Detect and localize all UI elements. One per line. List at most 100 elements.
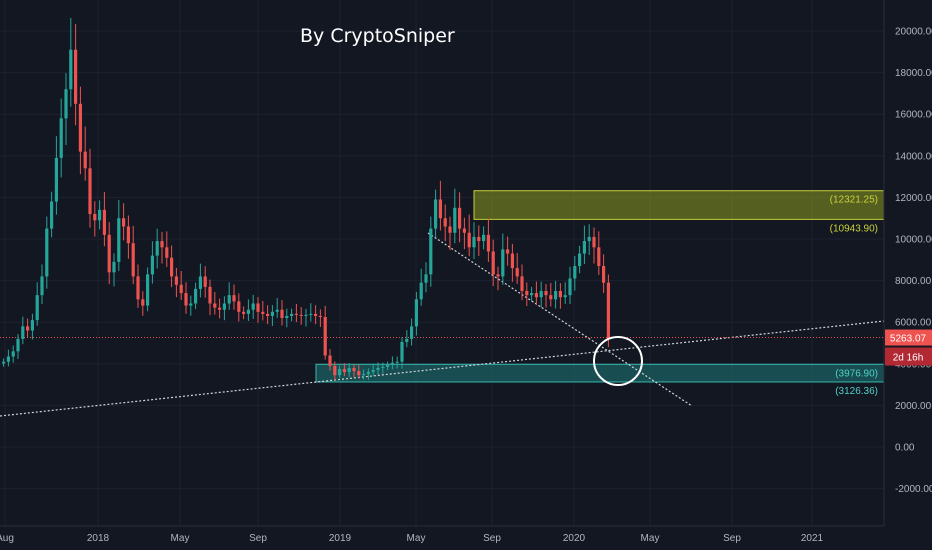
x-tick-label: 2019 <box>329 533 352 544</box>
candle-body <box>170 257 174 277</box>
candle-body <box>93 214 97 221</box>
x-tick-label: 2018 <box>87 533 110 544</box>
x-tick-label: May <box>641 533 660 544</box>
candle-body <box>602 266 606 283</box>
y-tick-label: 0.00 <box>895 443 915 454</box>
candle-body <box>587 236 591 242</box>
candle-body <box>136 276 140 300</box>
candle-body <box>486 234 490 252</box>
support-zone[interactable] <box>315 363 885 383</box>
candle-body <box>146 274 150 306</box>
candles <box>2 17 610 381</box>
candle-body <box>347 367 351 373</box>
y-tick-label: 18000.00 <box>895 68 932 79</box>
candle-body <box>549 295 553 300</box>
candle-body <box>78 103 82 152</box>
candle-body <box>98 209 102 221</box>
x-tick-label: Aug <box>0 533 14 544</box>
candle-body <box>30 320 34 331</box>
candle-body <box>539 291 543 298</box>
candle-body <box>194 288 198 304</box>
candle-body <box>438 199 442 219</box>
y-tick-label: 20000.00 <box>895 27 932 38</box>
candle-body <box>443 218 447 227</box>
candle-body <box>530 293 534 296</box>
candle-body <box>290 313 294 316</box>
candle-body <box>285 315 289 319</box>
candle-body <box>338 369 342 376</box>
zone-price-label: (3126.36) <box>835 386 878 397</box>
candle-body <box>323 317 327 356</box>
highlight-circle[interactable] <box>593 336 643 386</box>
candle-body <box>592 236 596 248</box>
candle-body <box>314 313 318 316</box>
resistance-zone[interactable] <box>473 190 885 220</box>
candle-body <box>107 234 111 273</box>
rising-trendline[interactable] <box>0 320 885 417</box>
candle-body <box>482 234 486 242</box>
candle-body <box>222 303 226 310</box>
x-tick-label: May <box>171 533 190 544</box>
candle-body <box>410 326 414 339</box>
candle-body <box>213 303 217 308</box>
x-tick-label: 2020 <box>563 533 586 544</box>
candle-body <box>54 157 58 202</box>
candle-body <box>165 247 169 258</box>
candle-body <box>208 286 212 304</box>
candle-body <box>534 293 538 298</box>
candle-body <box>198 276 202 289</box>
candle-body <box>386 364 390 367</box>
candle-body <box>558 291 562 298</box>
candle-body <box>83 151 87 169</box>
candle-body <box>318 315 322 317</box>
zone-price-label: (3976.90) <box>835 368 878 379</box>
candle-body <box>395 361 399 363</box>
zone-labels: (12321.25) (10943.90) (3976.90) (3126.36) <box>830 195 878 397</box>
y-tick-label: 14000.00 <box>895 151 932 162</box>
price-tag-box <box>885 329 932 346</box>
candle-body <box>232 295 236 302</box>
countdown-label: 2d 16h <box>893 353 924 364</box>
candle-body <box>496 274 500 277</box>
candle-body <box>352 367 356 372</box>
candle-body <box>390 362 394 365</box>
candle-body <box>131 243 135 277</box>
candle-body <box>366 372 370 375</box>
candle-body <box>242 311 246 314</box>
candle-body <box>333 365 337 376</box>
candle-body <box>434 199 438 229</box>
x-tick-label: Sep <box>249 533 267 544</box>
candle-body <box>256 303 260 312</box>
y-tick-label: -2000.00 <box>895 484 932 495</box>
current-price-tag: 5263.07 2d 16h <box>885 329 932 366</box>
candle-body <box>227 295 231 304</box>
price-axis[interactable]: 20000.00 18000.00 16000.00 14000.00 12000.00… <box>895 27 932 496</box>
candle-body <box>309 313 313 315</box>
candle-body <box>11 351 15 357</box>
candle-body <box>405 338 409 342</box>
candle-body <box>582 241 586 254</box>
candle-body <box>501 249 505 277</box>
x-tick-label: Sep <box>483 533 501 544</box>
candle-body <box>381 366 385 368</box>
candle-body <box>414 299 418 327</box>
candle-body <box>462 228 466 233</box>
candle-body <box>525 291 529 296</box>
candle-body <box>102 209 106 235</box>
candle-body <box>74 49 78 104</box>
candle-body <box>160 241 164 248</box>
candle-body <box>458 207 462 229</box>
time-axis[interactable]: Aug 2018 May Sep 2019 May Sep 2020 May Sep 2021 <box>0 533 824 544</box>
candle-body <box>328 355 332 366</box>
candle-body <box>491 251 495 275</box>
falling-trendline[interactable] <box>427 232 693 407</box>
candle-body <box>21 326 25 339</box>
candle-body <box>515 268 519 277</box>
candle-body <box>342 369 346 373</box>
candle-body <box>122 218 126 227</box>
candle-body <box>520 276 524 291</box>
candle-body <box>35 295 39 321</box>
x-tick-label: Sep <box>723 533 741 544</box>
candle-body <box>400 341 404 362</box>
